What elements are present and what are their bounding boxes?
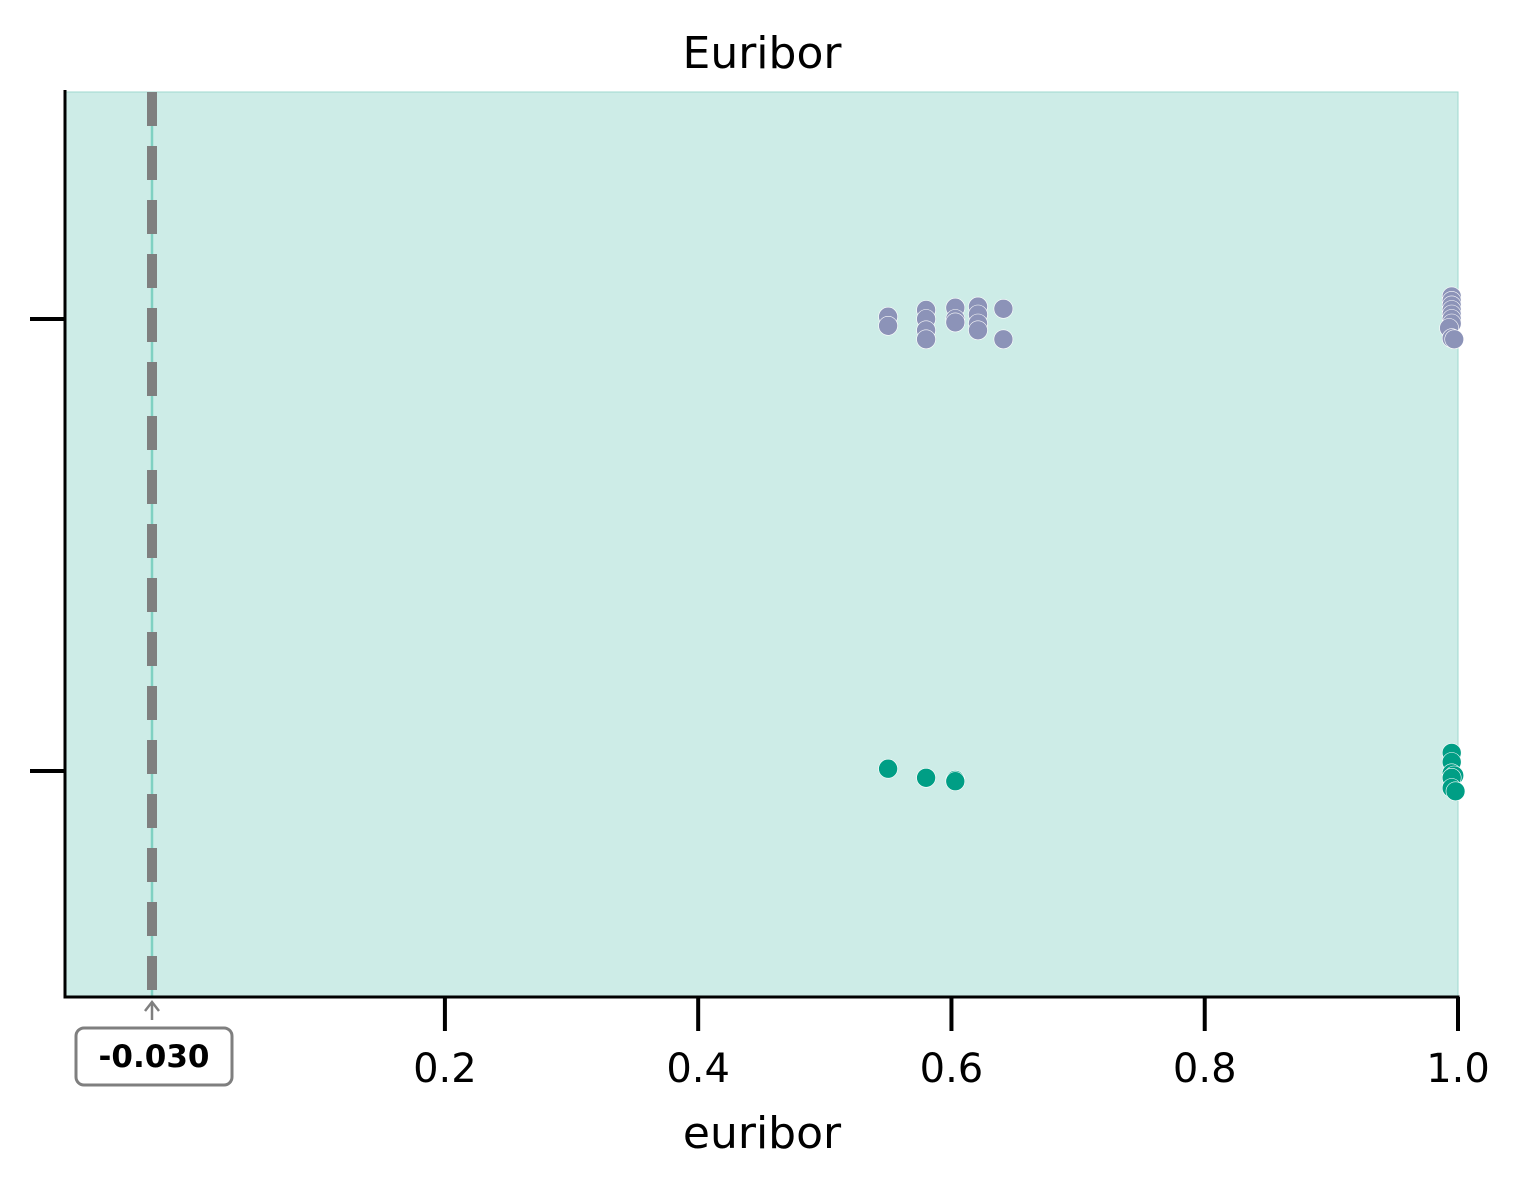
x-tick-label-3: 0.8 <box>1173 1046 1237 1092</box>
reference-label: -0.030 <box>99 1039 210 1075</box>
reference-label-box <box>74 1026 234 1087</box>
data-point-row0-1 <box>878 315 898 336</box>
plot-background <box>64 91 1459 998</box>
x-tick-label-1: 0.4 <box>666 1046 730 1092</box>
x-tick-label-2: 0.6 <box>920 1046 984 1092</box>
data-point-row0-14 <box>993 329 1014 350</box>
data-point-row0-13 <box>993 298 1014 319</box>
x-axis-label: euribor <box>683 1108 842 1159</box>
points-layer <box>878 286 1466 802</box>
data-point-row0-5 <box>916 329 936 350</box>
reference-arrow-head <box>144 999 160 1012</box>
data-point-row0-8 <box>945 312 966 333</box>
data-point-row1-3 <box>945 771 966 792</box>
data-point-row1-10 <box>1445 781 1466 802</box>
x-ticks: 0.2 0.4 0.6 0.8 1.0 <box>413 997 1490 1092</box>
data-point-row1-1 <box>916 767 936 788</box>
x-tick-label-4: 1.0 <box>1426 1046 1490 1092</box>
x-tick-label-0: 0.2 <box>413 1046 477 1092</box>
chart-title: Euribor <box>683 28 843 79</box>
data-point-row0-12 <box>968 320 988 341</box>
data-point-row0-24 <box>1444 329 1464 350</box>
data-point-row1-0 <box>878 758 898 779</box>
